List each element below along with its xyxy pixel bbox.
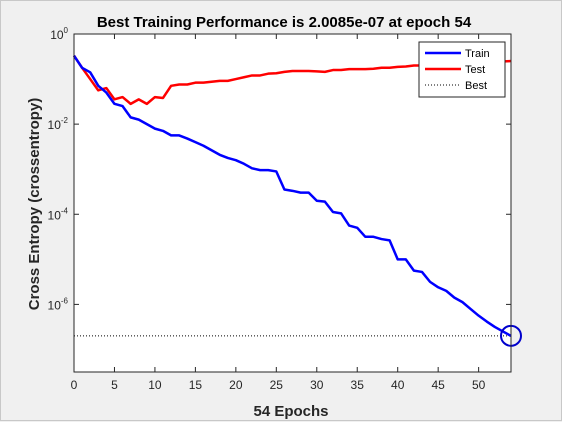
x-tick-label: 40 [391,378,405,392]
plot-frame [73,33,512,373]
x-tick-label: 50 [472,378,486,392]
y-tick-label: 100 [50,26,68,42]
x-tick-label: 15 [189,378,203,392]
x-tick-label: 45 [431,378,445,392]
y-tick-label: 10-2 [48,116,69,132]
x-tick-label: 25 [270,378,284,392]
x-tick-label: 35 [351,378,365,392]
x-tick-label: 0 [71,378,78,392]
chart-title: Best Training Performance is 2.0085e-07 … [97,14,472,31]
x-tick-label: 5 [111,378,118,392]
x-tick-label: 20 [229,378,243,392]
y-tick-label: 10-6 [48,296,69,312]
x-tick-label: 30 [310,378,324,392]
y-tick-label: 10-4 [48,206,69,222]
legend-label-train: Train [465,48,490,60]
y-axis-label: Cross Entropy (crossentropy) [26,98,43,311]
train-series-line [72,54,512,338]
legend-label-test: Test [465,64,485,76]
x-tick-label: 10 [148,378,162,392]
legend: Train Test Best [418,41,506,98]
x-axis-label: 54 Epochs [253,403,328,420]
legend-label-best: Best [465,80,487,92]
